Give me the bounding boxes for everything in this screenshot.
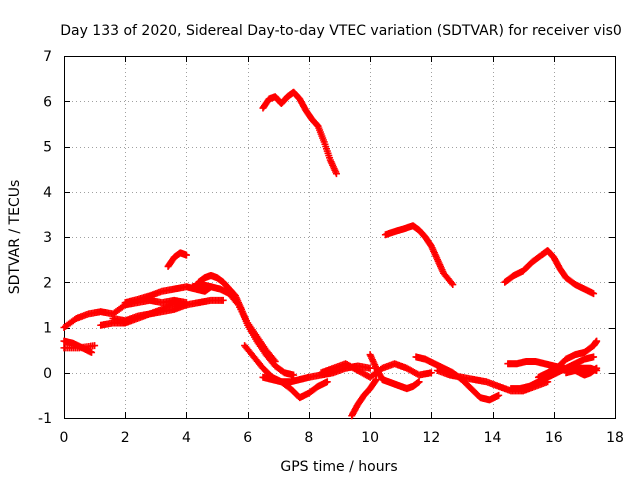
data-point bbox=[590, 290, 598, 298]
data-point bbox=[88, 348, 96, 356]
data-point bbox=[271, 357, 279, 365]
y-tick-label: 1 bbox=[43, 321, 52, 337]
x-tick-label: 10 bbox=[361, 430, 379, 446]
data-point bbox=[290, 371, 298, 379]
data-point bbox=[323, 378, 331, 386]
data-point bbox=[366, 364, 374, 372]
y-tick-label: 3 bbox=[43, 230, 52, 246]
series-arc-16 bbox=[381, 222, 457, 289]
series-arc-22 bbox=[534, 337, 601, 381]
data-point bbox=[415, 378, 423, 386]
series-arc-21 bbox=[507, 353, 598, 393]
data-point bbox=[593, 364, 601, 372]
series-arc-9 bbox=[189, 281, 279, 365]
x-axis-label: GPS time / hours bbox=[280, 459, 397, 475]
x-tick-label: 12 bbox=[422, 430, 440, 446]
series-arc-19 bbox=[501, 247, 598, 298]
series-arc-15 bbox=[366, 351, 423, 393]
data-point bbox=[590, 353, 598, 361]
series-arc-12 bbox=[259, 88, 340, 178]
y-tick-label: 0 bbox=[43, 366, 52, 382]
series-arc-13 bbox=[317, 360, 435, 381]
y-tick-label: 7 bbox=[43, 49, 52, 65]
chart-title: Day 133 of 2020, Sidereal Day-to-day VTE… bbox=[60, 23, 622, 39]
data-point bbox=[332, 170, 340, 178]
data-point bbox=[219, 296, 227, 304]
series-arc-23 bbox=[562, 364, 601, 379]
data-point bbox=[427, 369, 435, 377]
y-tick-label: 5 bbox=[43, 140, 52, 156]
y-axis-label: SDTVAR / TECUs bbox=[7, 180, 23, 295]
y-tick-label: 4 bbox=[43, 185, 52, 201]
data-point bbox=[182, 251, 190, 259]
series-arc-14 bbox=[348, 376, 380, 420]
data-point bbox=[233, 299, 241, 307]
data-point bbox=[449, 281, 457, 289]
series-arc-7 bbox=[164, 249, 190, 270]
x-tick-label: 14 bbox=[484, 430, 502, 446]
series-arc-3 bbox=[60, 342, 99, 352]
x-tick-label: 18 bbox=[606, 430, 624, 446]
x-tick-label: 8 bbox=[304, 430, 313, 446]
x-tick-label: 6 bbox=[243, 430, 252, 446]
data-point bbox=[495, 391, 503, 399]
y-tick-label: 6 bbox=[43, 94, 52, 110]
series-layer bbox=[60, 88, 601, 420]
data-point bbox=[270, 356, 278, 364]
x-tick-label: 0 bbox=[60, 430, 69, 446]
data-point bbox=[91, 342, 99, 350]
x-tick-label: 16 bbox=[545, 430, 563, 446]
series-arc-6 bbox=[109, 296, 227, 325]
y-tick-label: 2 bbox=[43, 275, 52, 291]
y-tick-label: -1 bbox=[38, 411, 52, 427]
data-point bbox=[448, 279, 456, 287]
x-tick-label: 4 bbox=[182, 430, 191, 446]
data-point bbox=[372, 376, 380, 384]
x-tick-label: 2 bbox=[121, 430, 130, 446]
data-point bbox=[593, 337, 601, 345]
